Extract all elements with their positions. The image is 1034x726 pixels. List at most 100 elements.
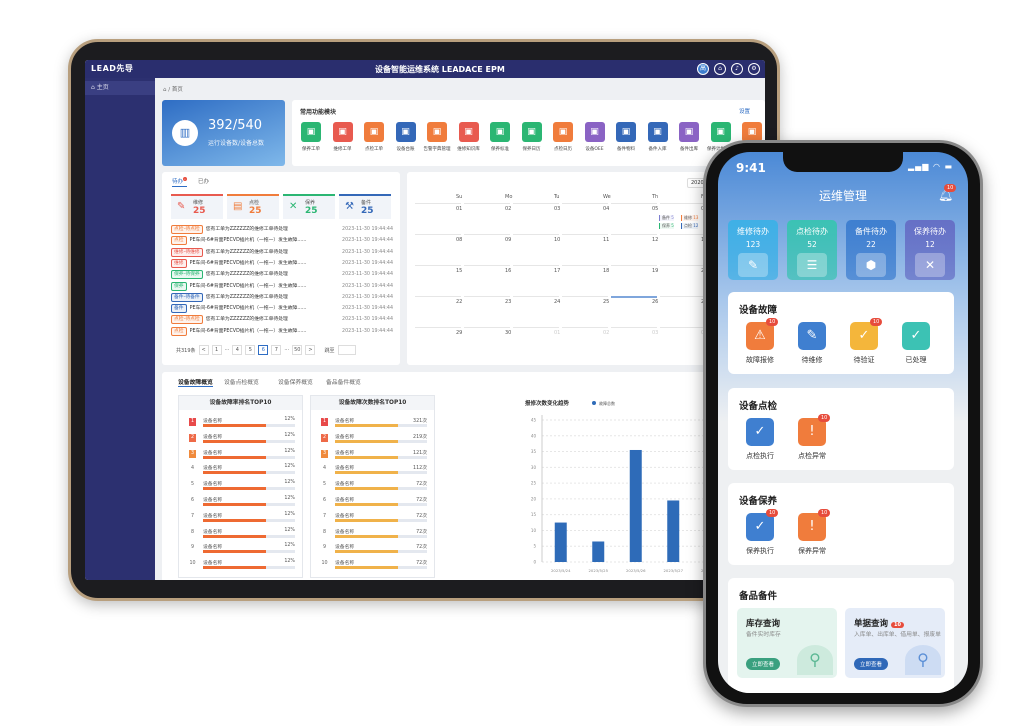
calendar-day[interactable]: 08 <box>456 237 463 243</box>
ranking-row[interactable]: 8 设备名称 12% <box>187 528 295 543</box>
calendar-day[interactable]: 15 <box>456 268 463 274</box>
tab-overview-1[interactable]: 设备故障概览 <box>178 377 213 387</box>
stat-点检[interactable]: ▤ 点检 25 <box>227 194 279 219</box>
module-11[interactable]: ▣ 备件物料 <box>611 122 641 152</box>
calendar-day[interactable]: 03 <box>652 330 659 336</box>
event-维修[interactable]: 维修 13 <box>681 215 699 221</box>
todo-row[interactable]: 点检-待点检 您有工单为ZZZZZZ的维修工单待处理 2023-11-30 19:4… <box>171 225 393 235</box>
todo-row[interactable]: 点检 PE车间-6#背面PECVD插片机（一拖一）发生故障...... 2023-1… <box>171 236 393 246</box>
ranking-row[interactable]: 2 设备名称 219次 <box>319 433 427 448</box>
ranking-row[interactable]: 9 设备名称 12% <box>187 543 295 558</box>
action-故障报修[interactable]: ⚠ 10 故障报修 <box>736 318 784 365</box>
stat-保养[interactable]: ✕ 保养 25 <box>283 194 335 219</box>
action-保养执行[interactable]: ✓ 10 保养执行 <box>736 509 784 556</box>
calendar-day[interactable]: 22 <box>456 299 463 305</box>
todo-row[interactable]: 备件 PE车间-6#背面PECVD插片机（一拖一）发生故障...... 2023-1… <box>171 304 393 314</box>
ranking-row[interactable]: 9 设备名称 72次 <box>319 543 427 558</box>
action-已处理[interactable]: ✓ 已处理 <box>892 322 940 365</box>
stock-query-card[interactable]: 库存查询 备件实时库存 立即查看 ⚲ <box>737 608 837 678</box>
bell-icon[interactable]: ♪ <box>731 63 743 75</box>
module-3[interactable]: ▣ 点检工单 <box>359 122 389 152</box>
ranking-row[interactable]: 7 设备名称 12% <box>187 512 295 527</box>
page-···[interactable]: ··· <box>284 347 290 353</box>
module-2[interactable]: ▣ 维修工单 <box>328 122 358 152</box>
page-50[interactable]: 50 <box>292 345 303 355</box>
page-4[interactable]: 4 <box>232 345 243 355</box>
module-8[interactable]: ▣ 保养日历 <box>517 122 547 152</box>
modules-settings-link[interactable]: 设置 <box>739 109 751 115</box>
page-7[interactable]: 7 <box>271 345 282 355</box>
calendar-day[interactable]: 25 <box>603 299 610 305</box>
calendar-day[interactable]: 02 <box>603 330 610 336</box>
calendar-day[interactable]: 30 <box>505 330 512 336</box>
calendar-day[interactable]: 29 <box>456 330 463 336</box>
calendar-day[interactable]: 23 <box>505 299 512 305</box>
todo-card-3[interactable]: 备件待办 22 ⬢ <box>846 220 896 280</box>
module-9[interactable]: ▣ 点检日历 <box>548 122 578 152</box>
calendar-day[interactable]: 12 <box>652 237 659 243</box>
stat-备件[interactable]: ⚒ 备件 25 <box>339 194 391 219</box>
page-···[interactable]: ··· <box>224 347 230 353</box>
ranking-row[interactable]: 8 设备名称 72次 <box>319 528 427 543</box>
action-待维修[interactable]: ✎ 待维修 <box>788 322 836 365</box>
module-7[interactable]: ▣ 保养标准 <box>485 122 515 152</box>
calendar-day[interactable]: 17 <box>554 268 561 274</box>
ranking-row[interactable]: 7 设备名称 72次 <box>319 512 427 527</box>
calendar-day[interactable]: 01 <box>456 206 463 212</box>
home-icon[interactable]: ⌂ <box>714 63 726 75</box>
action-点检执行[interactable]: ✓ 点检执行 <box>736 418 784 461</box>
view-now-button[interactable]: 立即查看 <box>746 658 781 670</box>
event-保养[interactable]: 保养 5 <box>659 223 674 229</box>
tab-overview-4[interactable]: 备品备件概览 <box>326 380 361 386</box>
module-10[interactable]: ▣ 设备OEE <box>580 122 610 152</box>
module-1[interactable]: ▣ 保养工单 <box>296 122 326 152</box>
calendar-day[interactable]: 10 <box>554 237 561 243</box>
event-点检[interactable]: 点检 12 <box>681 223 699 229</box>
ranking-row[interactable]: 3 设备名称 12% <box>187 449 295 464</box>
todo-card-4[interactable]: 保养待办 12 ✕ <box>905 220 955 280</box>
ranking-row[interactable]: 2 设备名称 12% <box>187 433 295 448</box>
calendar-day[interactable]: 09 <box>505 237 512 243</box>
action-点检异常[interactable]: ! 10 点检异常 <box>788 414 836 461</box>
todo-row[interactable]: 保养 PE车间-6#背面PECVD插片机（一拖一）发生故障...... 2023-1… <box>171 281 393 292</box>
ranking-row[interactable]: 1 设备名称 321次 <box>319 417 427 432</box>
page-1[interactable]: 1 <box>211 345 222 355</box>
todo-row[interactable]: 点检 PE车间-6#背面PECVD插片机（一拖一）发生故障...... 2023-1… <box>171 326 393 337</box>
action-待验证[interactable]: ✓ 10 待验证 <box>840 318 888 365</box>
calendar-day[interactable]: 19 <box>652 268 659 274</box>
todo-row[interactable]: 维修-待维修 您有工单为ZZZZZZ的维修工单待处理 2023-11-30 19:4… <box>171 247 393 258</box>
page-6[interactable]: 6 <box>258 345 269 355</box>
calendar-day[interactable]: 18 <box>603 268 610 274</box>
calendar-day[interactable]: 11 <box>603 237 610 243</box>
tab-overview-3[interactable]: 设备保养概览 <box>278 380 313 386</box>
calendar-day[interactable]: 02 <box>505 206 512 212</box>
calendar-day[interactable]: 03 <box>554 206 561 212</box>
view-now-button[interactable]: 立即查看 <box>854 658 889 670</box>
ranking-row[interactable]: 1 设备名称 12% <box>187 417 295 432</box>
page-5[interactable]: 5 <box>245 345 256 355</box>
tab-todo[interactable]: 待办• <box>172 177 187 187</box>
ranking-row[interactable]: 5 设备名称 12% <box>187 480 295 495</box>
calendar-day[interactable]: 24 <box>554 299 561 305</box>
ranking-row[interactable]: 6 设备名称 12% <box>187 496 295 511</box>
module-13[interactable]: ▣ 备件出库 <box>674 122 704 152</box>
tab-done[interactable]: 已办 <box>198 179 210 185</box>
calendar-day[interactable]: 16 <box>505 268 512 274</box>
ranking-row[interactable]: 4 设备名称 112次 <box>319 464 427 479</box>
page->[interactable]: > <box>305 345 316 355</box>
bell-icon[interactable]: 🔔︎ 10 <box>938 184 957 202</box>
module-12[interactable]: ▣ 备件入库 <box>643 122 673 152</box>
ranking-row[interactable]: 10 设备名称 12% <box>187 559 295 574</box>
goto-input[interactable] <box>337 345 356 355</box>
breadcrumb[interactable]: ⌂ / 首页 <box>163 87 183 93</box>
module-5[interactable]: ▣ 告警字典管理 <box>422 122 452 152</box>
event-备件[interactable]: 备件 5 <box>659 215 674 221</box>
todo-card-2[interactable]: 点检待办 52 ☰ <box>787 220 837 280</box>
calendar-day[interactable]: 05 <box>652 206 659 212</box>
sidebar-item-home[interactable]: ⌂ 主页 <box>85 81 155 95</box>
user-avatar[interactable]: 高 <box>697 63 709 75</box>
todo-row[interactable]: 点检-待点检 您有工单为ZZZZZZ的维修工单待处理 2023-11-30 19:4… <box>171 315 393 325</box>
calendar-day[interactable]: 01 <box>554 330 561 336</box>
todo-row[interactable]: 保养-待保养 您有工单为ZZZZZZ的维修工单待处理 2023-11-30 19:4… <box>171 270 393 280</box>
module-6[interactable]: ▣ 维修知识库 <box>454 122 484 152</box>
